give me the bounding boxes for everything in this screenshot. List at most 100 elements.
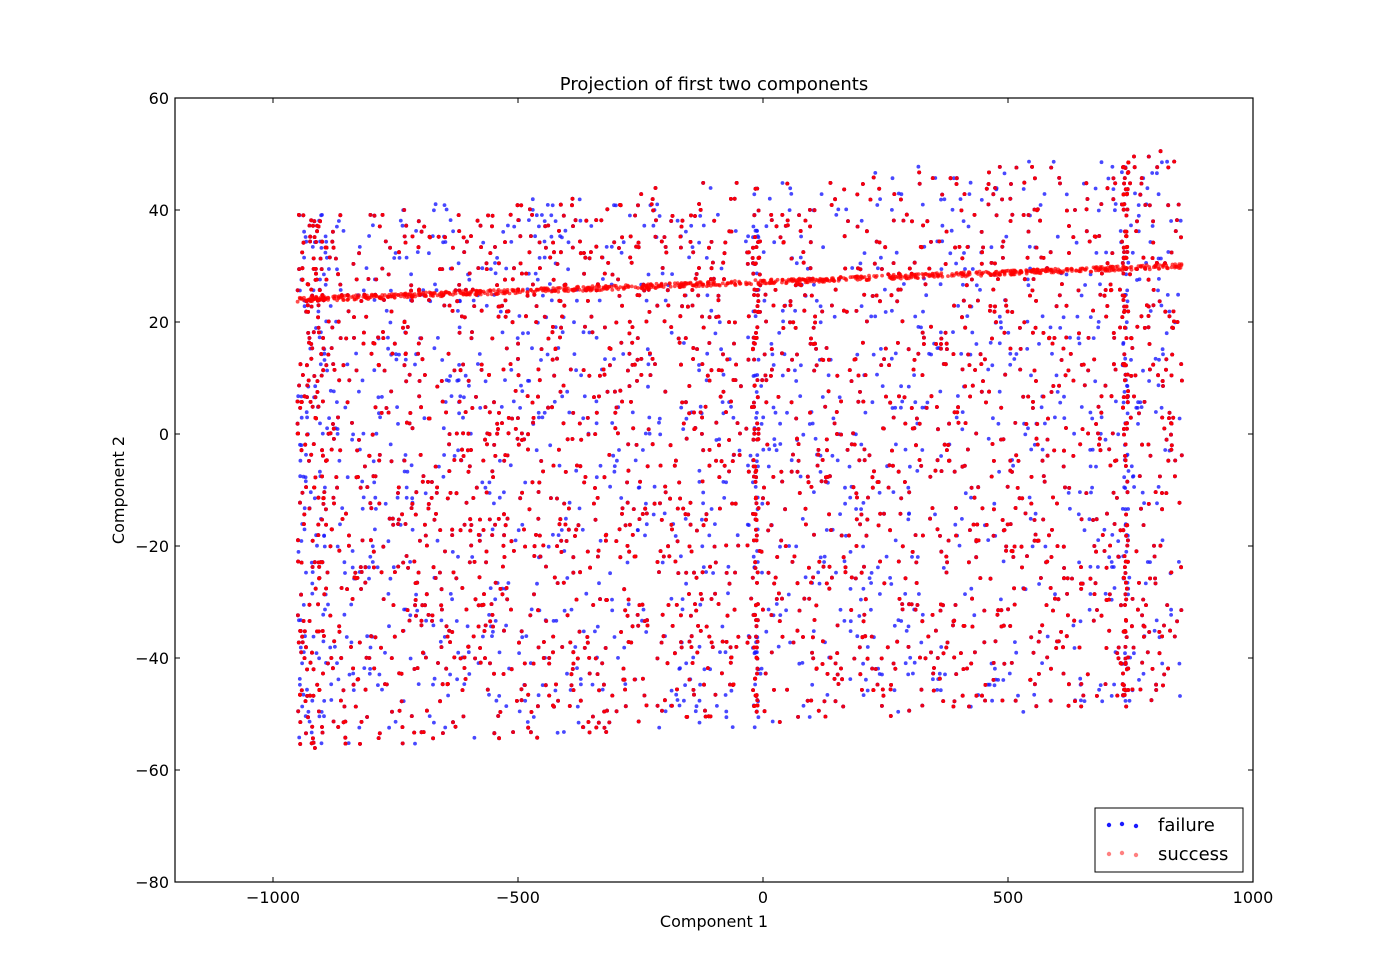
failure-point (387, 725, 391, 730)
failure-point (912, 660, 917, 665)
failure-point (1098, 683, 1103, 687)
failure-point (812, 490, 816, 494)
failure-point (1075, 314, 1080, 319)
failure-point (404, 495, 409, 500)
failure-point (859, 507, 863, 511)
failure-point (861, 693, 866, 697)
failure-point (341, 229, 346, 233)
failure-point (762, 298, 767, 303)
failure-point (830, 453, 835, 458)
failure-point (1088, 592, 1093, 596)
failure-point (890, 308, 894, 313)
failure-point (300, 704, 305, 709)
failure-point (446, 693, 450, 698)
failure-point (657, 416, 662, 421)
failure-point (347, 672, 352, 677)
failure-point (536, 693, 541, 698)
failure-point (753, 485, 758, 489)
failure-point (318, 277, 322, 282)
failure-point (572, 320, 576, 325)
failure-point (903, 592, 908, 596)
failure-point (641, 448, 645, 452)
failure-point (523, 698, 528, 703)
failure-point (669, 688, 674, 693)
failure-point (530, 208, 535, 212)
failure-point (777, 331, 782, 335)
failure-point (657, 214, 662, 218)
failure-point (340, 506, 345, 510)
failure-point (709, 507, 714, 511)
failure-point (1089, 490, 1093, 495)
failure-point (320, 213, 324, 217)
failure-point (504, 623, 508, 628)
failure-point (372, 480, 377, 485)
failure-point (824, 528, 829, 532)
failure-point (1154, 618, 1159, 623)
failure-point (360, 479, 365, 484)
failure-point (822, 560, 826, 564)
failure-point (1112, 586, 1117, 590)
failure-point (302, 506, 307, 511)
failure-point (644, 522, 649, 527)
failure-point (452, 454, 457, 458)
failure-point (869, 571, 874, 575)
failure-point (1032, 442, 1037, 447)
failure-point (335, 661, 339, 665)
failure-point (1130, 250, 1135, 255)
failure-point (457, 411, 461, 416)
failure-point (523, 480, 528, 485)
failure-point (297, 735, 302, 740)
failure-point (297, 677, 302, 681)
failure-point (495, 256, 499, 260)
failure-point (1096, 325, 1101, 330)
failure-point (761, 447, 766, 452)
failure-point (322, 544, 327, 549)
failure-point (1136, 400, 1140, 405)
failure-point (677, 703, 682, 708)
failure-point (1013, 640, 1017, 644)
failure-point (711, 571, 715, 575)
failure-point (919, 640, 924, 645)
failure-point (376, 683, 380, 687)
failure-point (702, 667, 707, 672)
failure-point (1076, 336, 1081, 341)
failure-point (457, 325, 462, 330)
failure-point (370, 544, 375, 549)
failure-point (610, 421, 615, 425)
failure-point (1157, 277, 1161, 281)
failure-point (327, 416, 331, 420)
failure-point (810, 421, 815, 426)
failure-point (920, 448, 925, 452)
failure-point (1093, 186, 1098, 191)
failure-point (746, 463, 750, 468)
failure-point (519, 383, 523, 388)
failure-point (323, 234, 328, 239)
failure-point (1113, 208, 1117, 213)
failure-point (969, 586, 974, 591)
failure-point (1061, 315, 1066, 320)
failure-point (963, 267, 967, 271)
failure-point (306, 709, 311, 714)
failure-point (1093, 379, 1098, 384)
failure-point (573, 645, 578, 649)
failure-point (723, 650, 728, 655)
failure-point (684, 229, 688, 234)
failure-point (943, 672, 947, 677)
failure-point (393, 719, 398, 724)
failure-point (878, 592, 882, 596)
failure-point (756, 715, 761, 720)
failure-point (557, 463, 562, 468)
failure-point (1163, 448, 1168, 452)
failure-point (902, 282, 906, 286)
failure-point (1156, 256, 1161, 261)
failure-point (707, 533, 712, 538)
failure-point (490, 527, 495, 532)
failure-point (1079, 405, 1084, 409)
failure-point (961, 282, 965, 287)
failure-point (1054, 373, 1059, 378)
failure-point (1129, 358, 1133, 362)
failure-point (899, 405, 903, 410)
failure-point (998, 320, 1003, 325)
failure-point (1053, 415, 1057, 420)
failure-point (566, 267, 570, 272)
